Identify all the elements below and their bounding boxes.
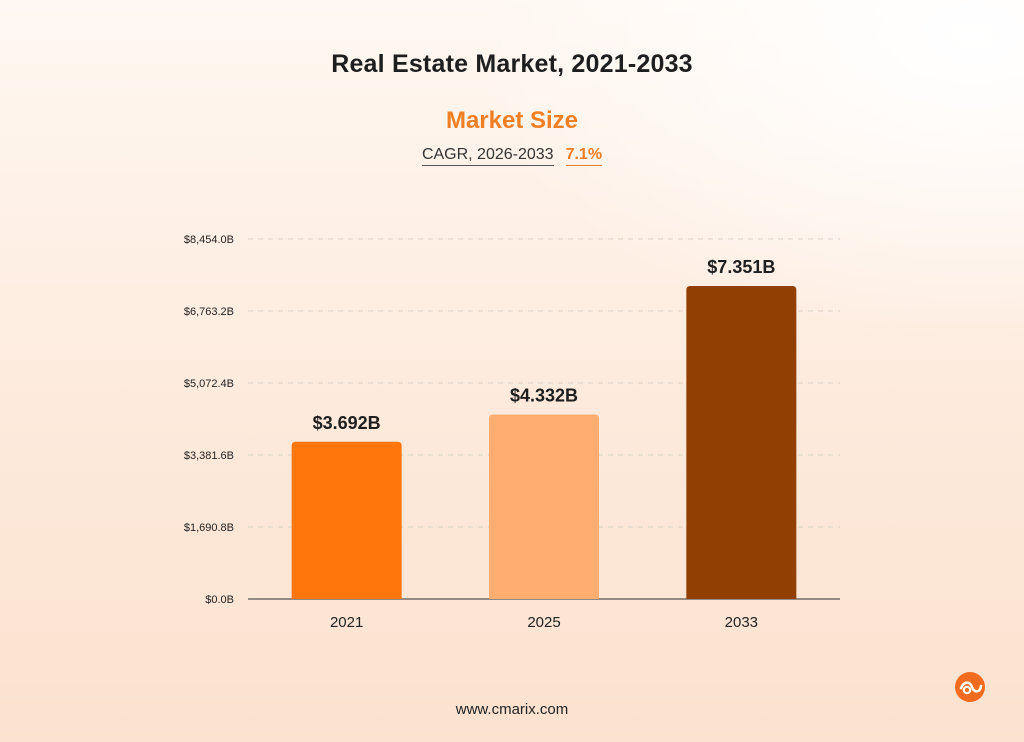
bar-2021 <box>291 441 402 599</box>
y-tick-label: $1,690.8B <box>184 522 234 534</box>
cagr-value: 7.1% <box>565 146 603 166</box>
bar-value-label: $4.332B <box>510 386 578 406</box>
y-tick-label: $0.0B <box>205 594 234 606</box>
y-tick-label: $3,381.6B <box>184 450 234 462</box>
bar-value-label: $7.351B <box>707 257 775 277</box>
bar-value-label: $3.692B <box>313 413 381 433</box>
cmarix-logo-icon <box>955 672 985 702</box>
y-tick-label: $8,454.0B <box>184 234 234 246</box>
footer-url: www.cmarix.com <box>455 701 569 718</box>
cagr-label: CAGR, 2026-2033 <box>421 146 554 166</box>
bar-2025 <box>489 414 599 599</box>
x-tick-label: 2033 <box>725 614 758 631</box>
y-tick-label: $5,072.4B <box>184 378 234 390</box>
x-tick-label: 2021 <box>330 614 363 631</box>
x-tick-label: 2025 <box>527 614 560 631</box>
y-tick-label: $6,763.2B <box>184 306 234 318</box>
chart-title: Real Estate Market, 2021-2033 <box>331 50 693 78</box>
bar-2033 <box>686 285 797 599</box>
chart-subtitle: Market Size <box>445 107 579 134</box>
logo-mark <box>959 681 983 693</box>
logo-dot <box>962 685 972 695</box>
cagr-row: CAGR, 2026-2033 7.1% <box>0 146 1024 166</box>
